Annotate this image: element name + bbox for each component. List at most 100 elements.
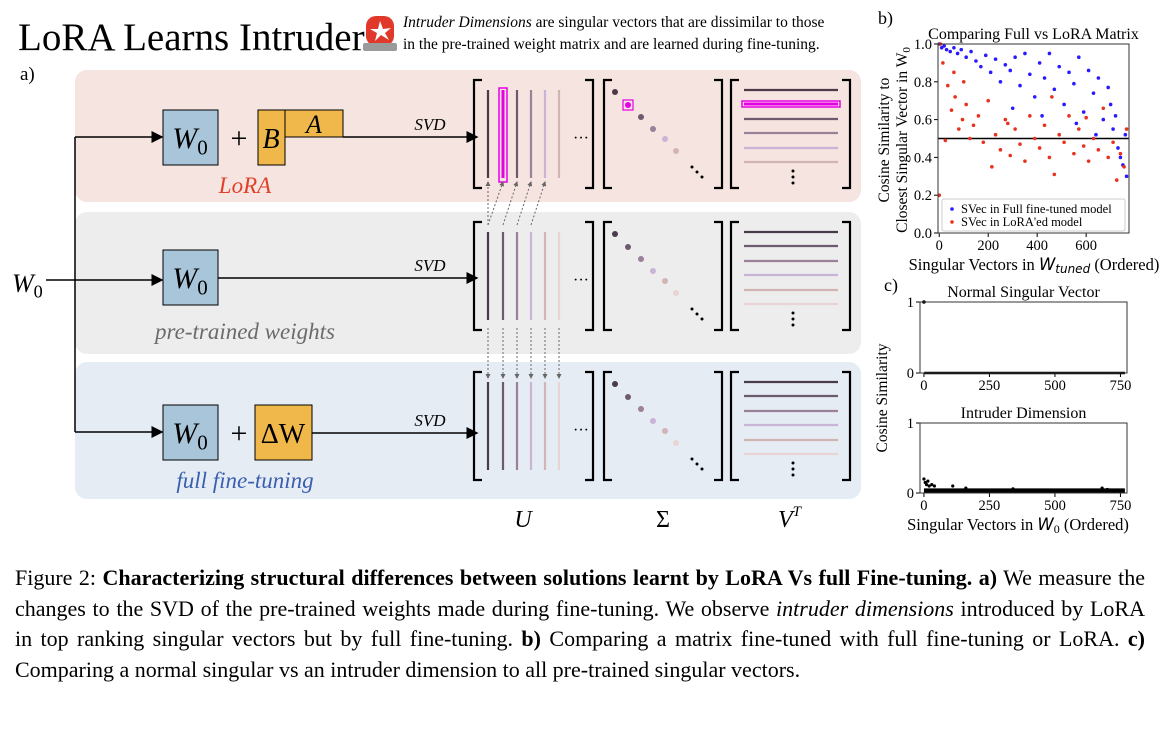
sigma-ellipsis-dot — [695, 170, 699, 174]
data-point — [1105, 487, 1109, 492]
mapping-arrow — [487, 181, 505, 226]
x-tick-label: 0 — [920, 378, 927, 394]
y-tick-label: 1 — [907, 416, 914, 432]
panel-b-label: b) — [878, 8, 893, 29]
data-point — [1084, 115, 1088, 120]
w0-box-label-main: W — [172, 122, 200, 155]
data-point — [1013, 55, 1017, 60]
data-point — [957, 127, 961, 131]
xlabel-pre: Singular Vectors in — [909, 255, 1039, 274]
x-tick-label: 0 — [920, 498, 927, 514]
data-point — [1101, 117, 1106, 122]
singular-value-dot — [612, 381, 618, 387]
singular-value-dot — [673, 148, 679, 154]
v-ellipsis-dot — [791, 311, 795, 315]
vt-matrix-label: VT — [778, 504, 803, 533]
matrix-bracket — [472, 220, 482, 332]
data-point — [1042, 123, 1047, 128]
x-axis-label: Singular Vectors in Wtuned (Ordered) — [909, 255, 1160, 276]
data-point — [1074, 121, 1079, 126]
data-point — [1032, 136, 1037, 141]
row-caption-0: LoRA — [218, 173, 272, 198]
singular-value-dot — [638, 256, 644, 262]
plus-sign: + — [231, 417, 248, 450]
data-point — [952, 45, 956, 50]
x-tick-label: 250 — [979, 498, 1001, 514]
caption-b-label: b) — [521, 626, 541, 651]
y-axis-label-line1: Cosine Similarity to — [876, 77, 893, 202]
data-point — [976, 114, 981, 118]
matrix-bracket — [585, 370, 595, 482]
sigma-ellipsis-dot — [695, 462, 699, 466]
singular-value-dot — [650, 126, 656, 132]
data-point — [1124, 127, 1129, 131]
data-point — [1005, 121, 1010, 126]
lora-b-label: B — [262, 124, 279, 155]
legend-label: SVec in Full fine-tuned model — [961, 202, 1112, 216]
plot-frame — [919, 422, 1128, 494]
v-ellipsis-dot — [791, 181, 795, 185]
data-point — [1096, 148, 1101, 152]
plot-frame — [919, 301, 1128, 374]
data-point — [1028, 72, 1032, 77]
singular-value-dot — [673, 440, 679, 446]
data-point — [1057, 132, 1062, 137]
data-point — [974, 59, 978, 63]
data-point — [1018, 83, 1022, 88]
legend-marker — [950, 207, 954, 211]
mapping-arrow — [502, 181, 519, 226]
singular-value-dot — [625, 102, 631, 108]
data-point — [988, 70, 993, 75]
y-tick-label: 0.2 — [914, 188, 932, 204]
data-point — [939, 45, 944, 50]
panel-a-label: a) — [20, 64, 35, 85]
data-point — [986, 98, 990, 103]
data-point — [1028, 114, 1032, 118]
singular-value-dot — [625, 244, 631, 250]
v-ellipsis-dot — [791, 467, 795, 471]
y-tick-label: 0.6 — [914, 113, 932, 129]
data-point — [952, 70, 956, 75]
data-point — [944, 47, 949, 52]
matrix-bracket — [714, 220, 724, 332]
data-point — [998, 80, 1003, 84]
matrix-bracket — [585, 220, 595, 332]
singular-value-dot — [612, 231, 618, 237]
v-ellipsis-dot — [791, 317, 795, 321]
lora-a-box — [284, 109, 344, 138]
matrix-bracket — [842, 220, 852, 332]
data-point — [1057, 64, 1062, 69]
u-ellipsis: ··· — [573, 422, 589, 439]
figure-2: LoRA Learns Intruders Intruder Dimension… — [12, 8, 1160, 536]
singular-value-dot — [638, 114, 644, 120]
matrix-bracket — [602, 220, 612, 332]
w0-box-label-main: W — [172, 417, 200, 450]
matrix-bracket — [714, 370, 724, 482]
input-w0-label-sub: 0 — [34, 282, 43, 302]
w0-box-label: W0 — [172, 262, 208, 300]
matrix-bracket — [729, 220, 739, 332]
matrix-bracket — [842, 78, 852, 190]
singular-value-dot — [662, 278, 668, 284]
data-point — [1124, 174, 1129, 179]
data-point — [1118, 155, 1123, 160]
ylabel-text: Closest Singular Vector in W — [894, 52, 911, 233]
data-point — [1003, 117, 1008, 122]
matrix-bracket — [472, 78, 482, 190]
data-point — [941, 61, 945, 65]
y-tick-label: 0 — [907, 366, 914, 382]
data-point — [948, 49, 953, 54]
vt-sup: T — [793, 504, 803, 520]
data-point — [943, 138, 948, 143]
data-point — [993, 132, 998, 137]
data-point — [942, 44, 946, 48]
singular-value-dot — [625, 394, 631, 400]
caption-c-text: Comparing a normal singular vs an intrud… — [15, 656, 801, 682]
ylabel-sub: 0 — [901, 47, 913, 53]
caption-a-label: a) — [972, 565, 998, 590]
input-w0-label: W0 — [12, 269, 43, 302]
svd-label: SVD — [414, 411, 446, 430]
data-point — [1072, 151, 1076, 156]
sigma-ellipsis-dot — [690, 165, 694, 169]
